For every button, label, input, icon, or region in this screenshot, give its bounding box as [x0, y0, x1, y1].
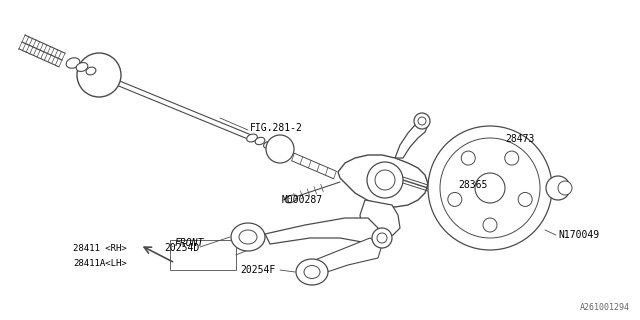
Ellipse shape — [231, 223, 265, 251]
Circle shape — [558, 181, 572, 195]
Circle shape — [440, 138, 540, 238]
Circle shape — [77, 53, 121, 97]
Polygon shape — [265, 218, 378, 244]
Ellipse shape — [285, 195, 297, 203]
Circle shape — [377, 233, 387, 243]
Ellipse shape — [255, 137, 265, 145]
Circle shape — [372, 228, 392, 248]
Circle shape — [461, 151, 476, 165]
Text: N170049: N170049 — [558, 230, 599, 240]
Ellipse shape — [239, 230, 257, 244]
Text: 28473: 28473 — [505, 134, 534, 144]
Ellipse shape — [86, 67, 96, 75]
Circle shape — [428, 126, 552, 250]
Text: 28411A<LH>: 28411A<LH> — [73, 259, 127, 268]
Text: 28365: 28365 — [458, 180, 488, 190]
Polygon shape — [360, 200, 400, 238]
Circle shape — [414, 113, 430, 129]
Circle shape — [266, 135, 294, 163]
Circle shape — [367, 162, 403, 198]
Ellipse shape — [66, 58, 80, 68]
Text: M000287: M000287 — [282, 195, 323, 205]
Text: 28411 <RH>: 28411 <RH> — [73, 244, 127, 252]
Ellipse shape — [76, 62, 88, 71]
Polygon shape — [395, 120, 428, 158]
Ellipse shape — [264, 142, 273, 148]
Ellipse shape — [296, 259, 328, 285]
Ellipse shape — [304, 266, 320, 278]
Circle shape — [505, 151, 519, 165]
Circle shape — [518, 192, 532, 206]
Circle shape — [475, 173, 505, 203]
Text: 20254F: 20254F — [240, 265, 275, 275]
Circle shape — [448, 192, 462, 206]
Text: 20254D: 20254D — [164, 243, 200, 253]
Circle shape — [418, 117, 426, 125]
Text: A261001294: A261001294 — [580, 303, 630, 312]
Circle shape — [483, 218, 497, 232]
Circle shape — [546, 176, 570, 200]
Text: FIG.281-2: FIG.281-2 — [250, 123, 303, 133]
Polygon shape — [310, 238, 382, 275]
Text: FRONT: FRONT — [175, 238, 204, 248]
Ellipse shape — [246, 134, 257, 142]
Circle shape — [375, 170, 395, 190]
Polygon shape — [338, 155, 428, 207]
